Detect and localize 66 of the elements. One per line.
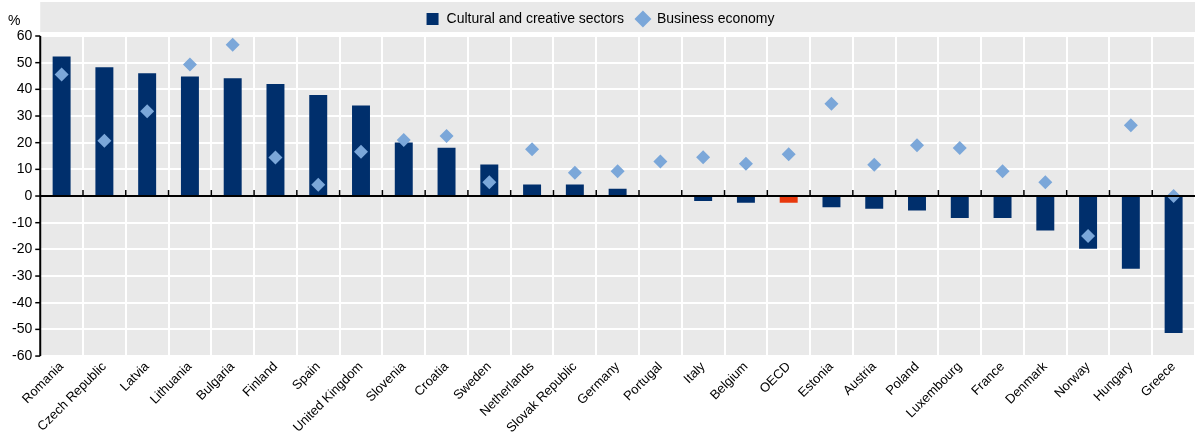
bar xyxy=(736,197,755,203)
point xyxy=(952,141,967,156)
bar xyxy=(180,76,199,196)
y-tick-label: -40 xyxy=(12,293,33,310)
bar xyxy=(565,184,584,196)
y-tick-label: 10 xyxy=(16,160,33,177)
bar xyxy=(1164,197,1183,334)
bar xyxy=(993,197,1012,218)
point xyxy=(439,129,454,144)
bar xyxy=(908,197,926,211)
bar xyxy=(352,105,370,196)
bar xyxy=(822,197,841,208)
point xyxy=(653,154,668,169)
bar xyxy=(437,147,456,196)
y-tick-label: 50 xyxy=(16,53,33,70)
bar xyxy=(1121,197,1140,269)
point xyxy=(781,147,796,162)
point xyxy=(1081,229,1096,244)
point xyxy=(268,150,283,165)
point xyxy=(354,144,368,159)
legend-label: Cultural and creative sectors xyxy=(446,9,624,26)
point xyxy=(1038,175,1053,190)
point xyxy=(225,37,240,52)
point xyxy=(610,164,625,179)
point xyxy=(696,150,711,165)
point xyxy=(824,96,839,111)
y-tick-label: 20 xyxy=(16,133,33,150)
point xyxy=(1123,118,1138,133)
point xyxy=(995,164,1010,179)
x-tick-label: Italy xyxy=(680,358,709,387)
point xyxy=(182,57,197,72)
y-tick-label: 40 xyxy=(16,80,33,97)
bar xyxy=(1036,197,1055,231)
point xyxy=(867,157,882,172)
bar xyxy=(95,67,114,196)
bar xyxy=(266,84,285,196)
y-tick-label: 0 xyxy=(24,186,33,203)
bar xyxy=(950,197,969,218)
y-tick-label: -60 xyxy=(12,346,33,363)
bar xyxy=(309,94,328,196)
point xyxy=(738,156,753,171)
point xyxy=(910,138,924,153)
y-tick-label: -50 xyxy=(12,320,33,337)
bar xyxy=(394,142,413,196)
point xyxy=(97,133,112,148)
bar xyxy=(608,188,627,196)
y-tick-label: 30 xyxy=(16,106,33,123)
bar xyxy=(779,197,798,203)
legend-label: Business economy xyxy=(656,9,775,26)
point xyxy=(140,104,155,119)
bar xyxy=(694,197,713,202)
point xyxy=(567,165,582,180)
bar xyxy=(865,197,884,209)
point xyxy=(525,142,540,157)
bar xyxy=(223,78,242,196)
bar xyxy=(138,73,157,196)
y-tick-label: -30 xyxy=(12,266,33,283)
y-tick-label: 60 xyxy=(16,26,33,43)
y-tick-label: -20 xyxy=(12,240,33,257)
bar xyxy=(523,184,542,196)
point xyxy=(396,133,411,148)
bar xyxy=(52,56,71,196)
point xyxy=(54,67,69,82)
y-tick-label: -10 xyxy=(12,213,33,230)
point xyxy=(311,177,326,192)
y-axis-title: % xyxy=(8,11,21,28)
